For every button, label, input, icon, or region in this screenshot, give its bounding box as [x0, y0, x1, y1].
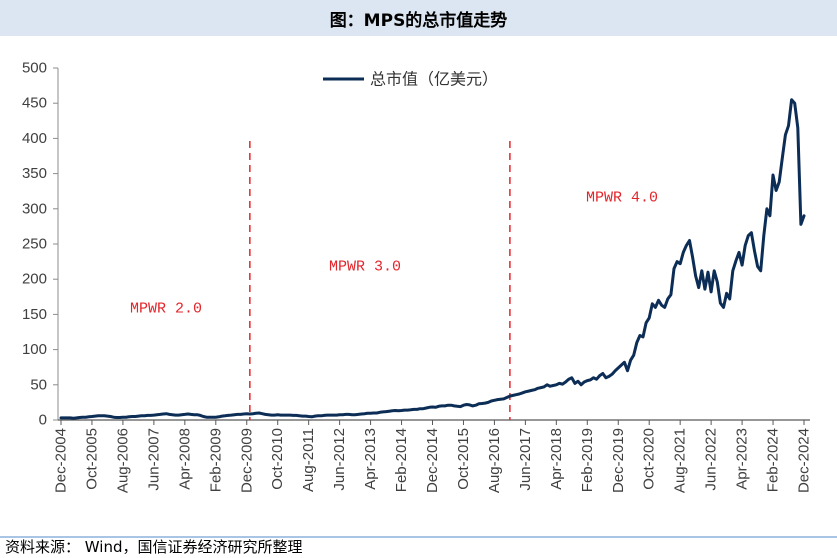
- x-tick-label: Jun-2022: [703, 428, 720, 491]
- x-tick-label: Dec-2009: [238, 428, 255, 493]
- series-line: [59, 98, 806, 420]
- source-note: 资料来源： Wind，国信证券经济研究所整理: [5, 538, 303, 556]
- y-tick-label: 250: [22, 236, 47, 253]
- annotation-label: MPWR 3.0: [329, 259, 401, 276]
- x-tick-label: Feb-2014: [393, 428, 410, 492]
- x-tick-label: Dec-2024: [796, 428, 813, 493]
- legend-label: 总市值（亿美元）: [370, 70, 498, 89]
- footer-rule: [0, 536, 837, 538]
- header-band: 图：MPS的总市值走势: [0, 0, 837, 36]
- x-tick-label: Oct-2015: [455, 428, 472, 490]
- x-tick-label: Apr-2013: [362, 428, 379, 490]
- x-tick-label: Dec-2004: [53, 428, 70, 493]
- y-tick-label: 100: [22, 341, 47, 358]
- x-tick-label: Jun-2012: [331, 428, 348, 491]
- chart-title: 图：MPS的总市值走势: [329, 10, 508, 31]
- annotation-label: MPWR 4.0: [586, 190, 658, 207]
- x-tick-label: Aug-2021: [672, 428, 689, 493]
- y-tick-label: 50: [30, 376, 47, 393]
- y-tick-label: 0: [39, 412, 47, 429]
- x-tick-label: Dec-2014: [424, 428, 441, 493]
- x-tick-label: Aug-2016: [486, 428, 503, 493]
- x-tick-label: Jun-2007: [145, 428, 162, 491]
- y-tick-label: 400: [22, 130, 47, 147]
- x-tick-label: Feb-2019: [579, 428, 596, 492]
- annotation-label: MPWR 2.0: [130, 301, 202, 318]
- y-tick-label: 350: [22, 165, 47, 182]
- y-tick-label: 150: [22, 306, 47, 323]
- x-tick-label: Apr-2018: [548, 428, 565, 490]
- y-tick-label: 500: [22, 60, 47, 77]
- x-tick-label: Feb-2009: [207, 428, 224, 492]
- x-tick-label: Oct-2020: [641, 428, 658, 490]
- y-tick-label: 450: [22, 95, 47, 112]
- y-tick-label: 200: [22, 271, 47, 288]
- x-tick-label: Aug-2011: [300, 428, 317, 492]
- x-tick-label: Jun-2017: [517, 428, 534, 491]
- x-tick-label: Oct-2005: [83, 428, 100, 490]
- x-tick-label: Apr-2023: [734, 428, 751, 490]
- x-tick-label: Feb-2024: [765, 428, 782, 492]
- x-tick-label: Aug-2006: [114, 428, 131, 493]
- x-tick-label: Dec-2019: [610, 428, 627, 493]
- y-tick-label: 300: [22, 200, 47, 217]
- x-tick-label: Oct-2010: [269, 428, 286, 490]
- x-tick-label: Apr-2008: [176, 428, 193, 490]
- legend: 总市值（亿美元）: [323, 70, 498, 89]
